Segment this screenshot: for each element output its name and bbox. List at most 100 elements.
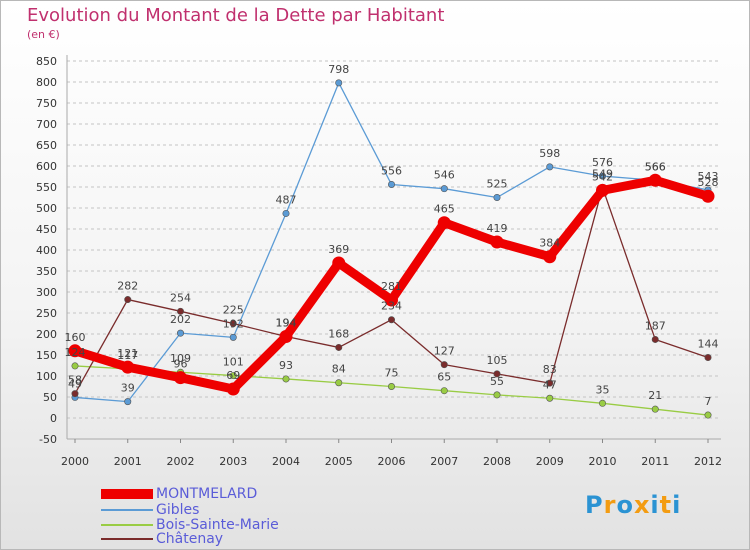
data-point — [493, 391, 501, 399]
y-tick-label: 250 — [36, 307, 57, 320]
x-tick-label: 2002 — [167, 455, 195, 468]
data-point — [335, 343, 343, 351]
data-label: 58 — [68, 374, 82, 387]
data-label: 47 — [543, 378, 557, 391]
x-tick-label: 2009 — [536, 455, 564, 468]
logo-letter: i — [650, 491, 660, 519]
data-point — [124, 296, 132, 304]
logo-letter: x — [633, 491, 651, 519]
data-label: 109 — [170, 352, 191, 365]
y-tick-label: 300 — [36, 286, 57, 299]
y-tick-label: 100 — [36, 370, 57, 383]
data-point — [546, 379, 554, 387]
data-point — [493, 370, 501, 378]
data-label: 234 — [381, 300, 402, 313]
x-tick-label: 2011 — [641, 455, 669, 468]
data-label: 576 — [592, 156, 613, 169]
data-point — [546, 163, 554, 171]
data-point — [543, 250, 557, 264]
y-tick-label: 450 — [36, 223, 57, 236]
data-label: 798 — [328, 63, 349, 76]
y-tick-label: 700 — [36, 118, 57, 131]
y-tick-label: 500 — [36, 202, 57, 215]
data-label: 69 — [226, 369, 240, 382]
data-point — [490, 235, 504, 249]
data-point — [493, 194, 501, 202]
data-label: 281 — [381, 280, 402, 293]
data-point — [651, 405, 659, 413]
legend-item: Gibles — [101, 502, 200, 518]
data-point — [598, 172, 606, 180]
logo-letter: r — [603, 491, 617, 519]
logo-letter: P — [585, 491, 604, 519]
x-tick-label: 2000 — [61, 455, 89, 468]
logo-letter: t — [659, 491, 673, 519]
y-tick-label: 750 — [36, 97, 57, 110]
legend-item: Bois-Sainte-Marie — [101, 517, 279, 533]
data-point — [437, 216, 451, 230]
y-tick-label: 150 — [36, 349, 57, 362]
data-point — [387, 316, 395, 324]
data-point — [704, 354, 712, 362]
data-label: 7 — [705, 395, 712, 408]
y-tick-label: 200 — [36, 328, 57, 341]
legend-swatch — [101, 489, 153, 499]
y-tick-label: 0 — [50, 412, 57, 425]
legend-item: MONTMELARD — [101, 486, 257, 502]
data-label: 83 — [543, 363, 557, 376]
proxiti-logo: Proxiti — [585, 491, 681, 519]
y-tick-label: 50 — [43, 391, 57, 404]
data-label: 39 — [121, 382, 135, 395]
data-label: 528 — [698, 176, 719, 189]
data-point — [704, 411, 712, 419]
data-point — [387, 180, 395, 188]
data-label: 556 — [381, 164, 402, 177]
data-label: 124 — [65, 346, 86, 359]
data-label: 93 — [279, 359, 293, 372]
data-label: 384 — [539, 237, 560, 250]
data-point — [701, 189, 715, 203]
logo-letter: o — [616, 491, 634, 519]
data-label: 543 — [698, 170, 719, 183]
data-label: 194 — [276, 317, 297, 330]
data-point — [174, 371, 187, 385]
y-tick-label: -50 — [39, 433, 57, 446]
data-label: 525 — [487, 178, 508, 191]
data-point — [282, 375, 290, 383]
legend-swatch — [101, 509, 153, 511]
data-point — [229, 333, 237, 341]
y-tick-label: 550 — [36, 181, 57, 194]
y-tick-label: 800 — [36, 76, 57, 89]
legend-swatch — [101, 538, 153, 540]
data-point — [177, 329, 185, 337]
x-tick-label: 2005 — [325, 455, 353, 468]
y-tick-label: 350 — [36, 265, 57, 278]
data-point — [440, 387, 448, 395]
x-tick-label: 2012 — [694, 455, 722, 468]
data-point — [279, 330, 293, 344]
data-label: 117 — [117, 349, 138, 362]
x-tick-label: 2008 — [483, 455, 511, 468]
data-point — [648, 173, 662, 187]
data-label: 187 — [645, 319, 666, 332]
data-label: 566 — [645, 160, 666, 173]
x-tick-label: 2004 — [272, 455, 300, 468]
data-point — [596, 183, 609, 197]
data-label: 566 — [645, 160, 666, 173]
data-label: 105 — [487, 354, 508, 367]
data-label: 121 — [117, 347, 138, 360]
data-point — [124, 398, 132, 406]
data-label: 168 — [328, 327, 349, 340]
data-point — [598, 399, 606, 407]
data-label: 225 — [223, 304, 244, 317]
data-point — [651, 335, 659, 343]
data-label: 282 — [117, 280, 138, 293]
data-label: 65 — [437, 371, 451, 384]
data-label: 84 — [332, 363, 346, 376]
chart-title: Evolution du Montant de la Dette par Hab… — [27, 5, 445, 26]
legend-label: Gibles — [156, 502, 200, 518]
data-label: 194 — [276, 317, 297, 330]
data-label: 465 — [434, 203, 455, 216]
